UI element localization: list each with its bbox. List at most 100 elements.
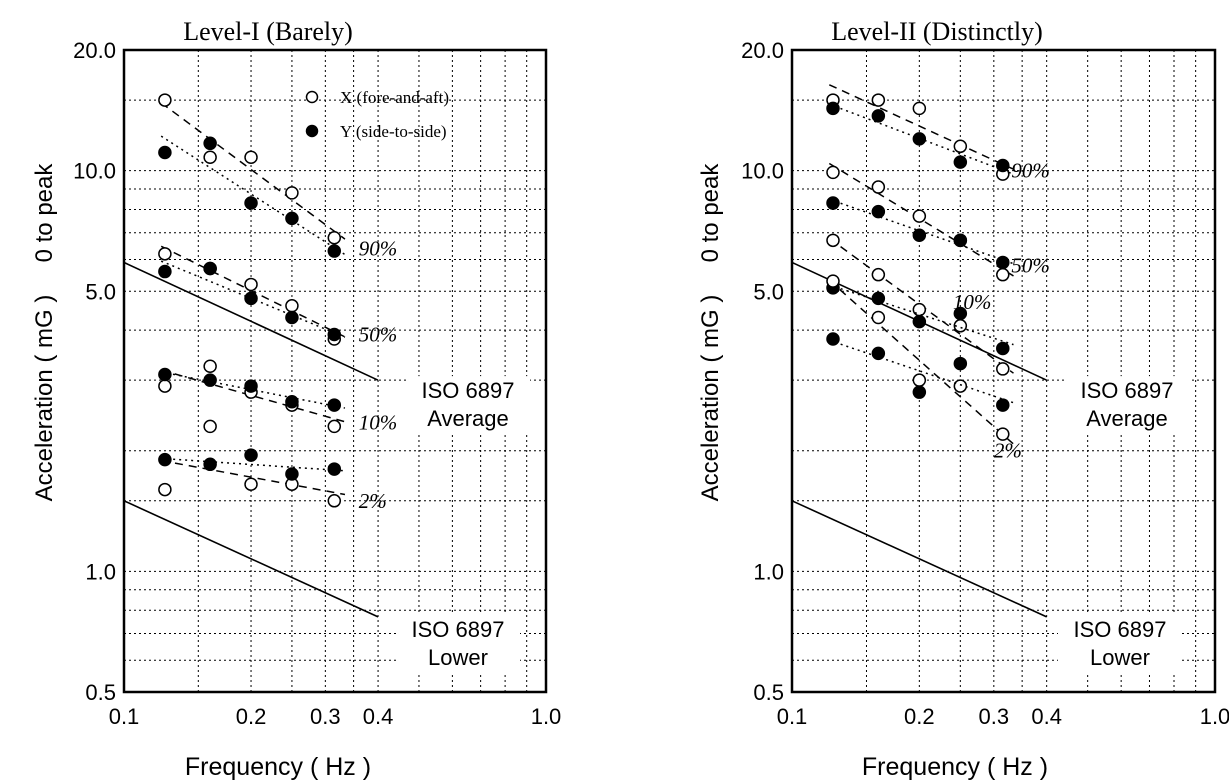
data-point-y: [826, 332, 840, 346]
data-point-x: [871, 267, 886, 282]
y-tick-label: 5.0: [85, 279, 116, 304]
data-point-y: [158, 264, 172, 279]
iso-label-background: [406, 376, 530, 435]
x-tick-label: 0.3: [310, 704, 341, 729]
data-point-y: [871, 291, 886, 306]
trend-line-90pct: [160, 135, 346, 256]
data-point-x: [203, 419, 217, 434]
data-point-x: [203, 150, 217, 164]
percentile-label: 90%: [1011, 159, 1050, 183]
data-point-y: [244, 291, 258, 306]
x-tick-label: 0.4: [363, 704, 394, 729]
data-point-x: [158, 247, 172, 261]
data-point-y: [912, 132, 927, 146]
data-point-y: [996, 341, 1010, 356]
data-point-y: [244, 379, 258, 393]
y-tick-label: 1.0: [753, 559, 784, 584]
iso-label-background: [396, 614, 520, 673]
iso-reference-line: [123, 261, 379, 381]
data-point-x: [327, 494, 342, 508]
trend-line-10pct: [829, 284, 1014, 346]
trend-line-90pct: [160, 102, 346, 240]
data-point-x: [158, 482, 172, 497]
x-tick-label: 0.2: [236, 704, 267, 729]
data-point-x: [203, 359, 217, 373]
x-axis-title: Frequency ( Hz ): [185, 753, 371, 781]
data-point-y: [871, 204, 886, 219]
plot-area: 0.5 1.0 5.0 10.0 20.0 0.1 0.2 0.3 0.4 1.0 ISO 6897…: [73, 38, 561, 729]
data-point-y: [158, 452, 172, 467]
data-point-y: [203, 457, 217, 472]
data-point-y: [285, 310, 299, 325]
x-tick-label: 0.3: [979, 704, 1010, 729]
x-tick-label: 0.1: [777, 704, 808, 729]
plot-frame: [122, 48, 548, 694]
left-panel-axis-titles: Acceleration ( mG ) 0 to peak Frequency …: [31, 163, 371, 781]
percentile-label: 50%: [359, 323, 398, 347]
y-tick-label: 10.0: [73, 159, 116, 184]
data-point-y: [912, 314, 927, 329]
data-point-y: [203, 261, 217, 276]
data-point-x: [244, 477, 258, 491]
y-axis-title: Acceleration ( mG ): [31, 295, 58, 502]
data-point-x: [285, 186, 299, 200]
data-point-x: [826, 274, 840, 288]
data-point-x: [826, 165, 840, 180]
data-point-y: [912, 228, 927, 242]
data-point-y: [327, 462, 342, 476]
data-point-y: [203, 136, 217, 151]
trend-line-2pct: [161, 459, 346, 496]
data-point-x: [871, 93, 886, 107]
data-point-x: [912, 302, 927, 317]
data-point-x: [871, 180, 886, 194]
x-tick-label: 0.1: [109, 704, 140, 729]
data-point-y: [244, 448, 258, 462]
percentile-label: 50%: [1011, 253, 1050, 277]
iso-label-line1: ISO 6897: [412, 617, 505, 642]
data-point-y: [158, 367, 172, 382]
panel-level-1: Level-I (Barely) 0.5 1.0 5.0 10.0 20.0 0.1 0.2…: [73, 17, 561, 729]
legend-filled-circle-marker: [305, 124, 319, 138]
data-point-x: [158, 93, 172, 107]
data-point-x: [244, 277, 258, 292]
y-tick-label: 20.0: [73, 38, 116, 63]
percentile-label: 10%: [953, 290, 992, 314]
data-point-y: [327, 398, 342, 412]
percentile-label: 2%: [359, 489, 387, 513]
iso-label-background: [1065, 376, 1189, 435]
y-tick-label: 10.0: [741, 159, 784, 184]
data-point-y: [244, 196, 258, 210]
plot-area: 0.5 1.0 5.0 10.0 20.0 0.1 0.2 0.3 0.4 1.0 ISO 6897…: [741, 38, 1229, 729]
grid: [123, 49, 547, 693]
data-point-y: [953, 155, 968, 169]
data-point-y: [203, 373, 217, 387]
grid: [791, 49, 1216, 693]
data-point-x: [285, 299, 299, 313]
y-tick-label: 0.5: [85, 680, 116, 705]
data-point-y: [996, 255, 1010, 270]
iso-label-line2: Lower: [1090, 645, 1150, 670]
panel-title: Level-II (Distinctly): [831, 17, 1043, 46]
iso-label-line1: ISO 6897: [1074, 617, 1167, 642]
data-point-x: [912, 101, 927, 116]
iso-reference-line: [791, 500, 1048, 618]
percentile-label: 90%: [359, 236, 398, 260]
data-point-y: [871, 346, 886, 361]
iso-label-line1: ISO 6897: [422, 378, 515, 403]
x-tick-label: 0.4: [1031, 704, 1062, 729]
y-axis-subtitle: 0 to peak: [31, 163, 58, 263]
data-point-x: [912, 209, 927, 223]
data-point-y: [158, 145, 172, 160]
data-point-y: [285, 395, 299, 409]
iso-reference-line: [123, 500, 379, 618]
iso-label-line2: Lower: [428, 645, 488, 670]
y-tick-label: 1.0: [85, 559, 116, 584]
data-point-y: [953, 306, 968, 321]
data-point-y: [996, 398, 1010, 412]
trend-line-90pct: [828, 84, 1014, 170]
iso-label-line1: ISO 6897: [1081, 378, 1174, 403]
right-panel-axis-titles: Acceleration ( mG ) 0 to peak Frequency …: [697, 163, 1048, 781]
data-point-x: [996, 427, 1010, 441]
panel-level-2: Level-II (Distinctly) 0.51.05.010.020.00…: [741, 17, 1229, 729]
